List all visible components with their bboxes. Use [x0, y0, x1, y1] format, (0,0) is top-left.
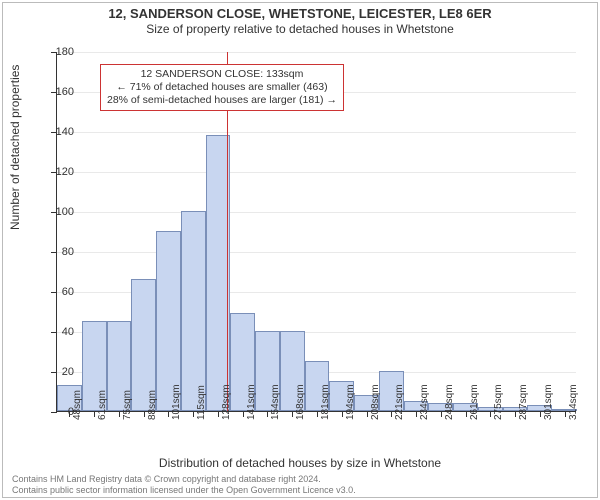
x-tick-label: 301sqm [543, 384, 554, 420]
y-tick-label: 140 [44, 126, 74, 138]
y-tick-label: 120 [44, 166, 74, 178]
y-tick-label: 20 [44, 366, 74, 378]
x-tick [317, 411, 318, 417]
x-tick [490, 411, 491, 417]
annotation-line: ← 71% of detached houses are smaller (46… [107, 81, 337, 94]
annotation-box: 12 SANDERSON CLOSE: 133sqm← 71% of detac… [100, 64, 344, 111]
y-tick-label: 60 [44, 286, 74, 298]
x-tick-label: 275sqm [493, 384, 504, 420]
x-tick-label: 234sqm [419, 384, 430, 420]
x-tick [267, 411, 268, 417]
y-tick-label: 40 [44, 326, 74, 338]
x-tick [565, 411, 566, 417]
y-axis-label: Number of detached properties [8, 65, 22, 230]
credit-line-2: Contains public sector information licen… [12, 485, 356, 496]
x-tick-label: 221sqm [394, 384, 405, 420]
x-tick [540, 411, 541, 417]
x-tick-label: 101sqm [171, 384, 182, 420]
x-tick-label: 194sqm [345, 384, 356, 420]
x-tick-label: 248sqm [444, 384, 455, 420]
x-tick [218, 411, 219, 417]
chart-subtitle: Size of property relative to detached ho… [0, 22, 600, 38]
histogram-bar [181, 211, 206, 411]
gridline [57, 212, 576, 213]
annotation-line: 28% of semi-detached houses are larger (… [107, 94, 337, 107]
x-tick-label: 181sqm [320, 384, 331, 420]
x-tick [441, 411, 442, 417]
x-tick-label: 75sqm [122, 390, 133, 420]
x-tick-label: 48sqm [72, 390, 83, 420]
x-tick-label: 208sqm [370, 384, 381, 420]
x-tick-label: 154sqm [270, 384, 281, 420]
x-tick [144, 411, 145, 417]
x-tick-label: 261sqm [469, 384, 480, 420]
x-tick-label: 168sqm [295, 384, 306, 420]
credit-line-1: Contains HM Land Registry data © Crown c… [12, 474, 356, 485]
x-tick [193, 411, 194, 417]
y-tick-label: 80 [44, 246, 74, 258]
x-tick [416, 411, 417, 417]
x-tick-label: 141sqm [246, 384, 257, 420]
x-axis-label: Distribution of detached houses by size … [0, 456, 600, 470]
x-tick [367, 411, 368, 417]
x-tick [243, 411, 244, 417]
x-tick [466, 411, 467, 417]
credit-text: Contains HM Land Registry data © Crown c… [12, 474, 356, 496]
x-tick [515, 411, 516, 417]
x-tick-label: 128sqm [221, 384, 232, 420]
x-tick-label: 115sqm [196, 385, 207, 420]
x-tick-label: 88sqm [147, 390, 158, 420]
x-tick [94, 411, 95, 417]
chart-container: { "title": "12, SANDERSON CLOSE, WHETSTO… [0, 0, 600, 500]
x-tick-label: 287sqm [518, 384, 529, 420]
chart-title: 12, SANDERSON CLOSE, WHETSTONE, LEICESTE… [0, 0, 600, 22]
x-tick-label: 61sqm [97, 390, 108, 420]
y-tick-label: 160 [44, 86, 74, 98]
y-tick-label: 180 [44, 46, 74, 58]
x-tick [168, 411, 169, 417]
y-tick-label: 100 [44, 206, 74, 218]
annotation-line: 12 SANDERSON CLOSE: 133sqm [107, 68, 337, 81]
x-tick [119, 411, 120, 417]
gridline [57, 52, 576, 53]
gridline [57, 132, 576, 133]
x-tick-label: 314sqm [568, 384, 579, 420]
x-tick [342, 411, 343, 417]
y-tick-label: 0 [44, 406, 74, 418]
x-tick [391, 411, 392, 417]
gridline [57, 172, 576, 173]
gridline [57, 252, 576, 253]
x-tick [292, 411, 293, 417]
